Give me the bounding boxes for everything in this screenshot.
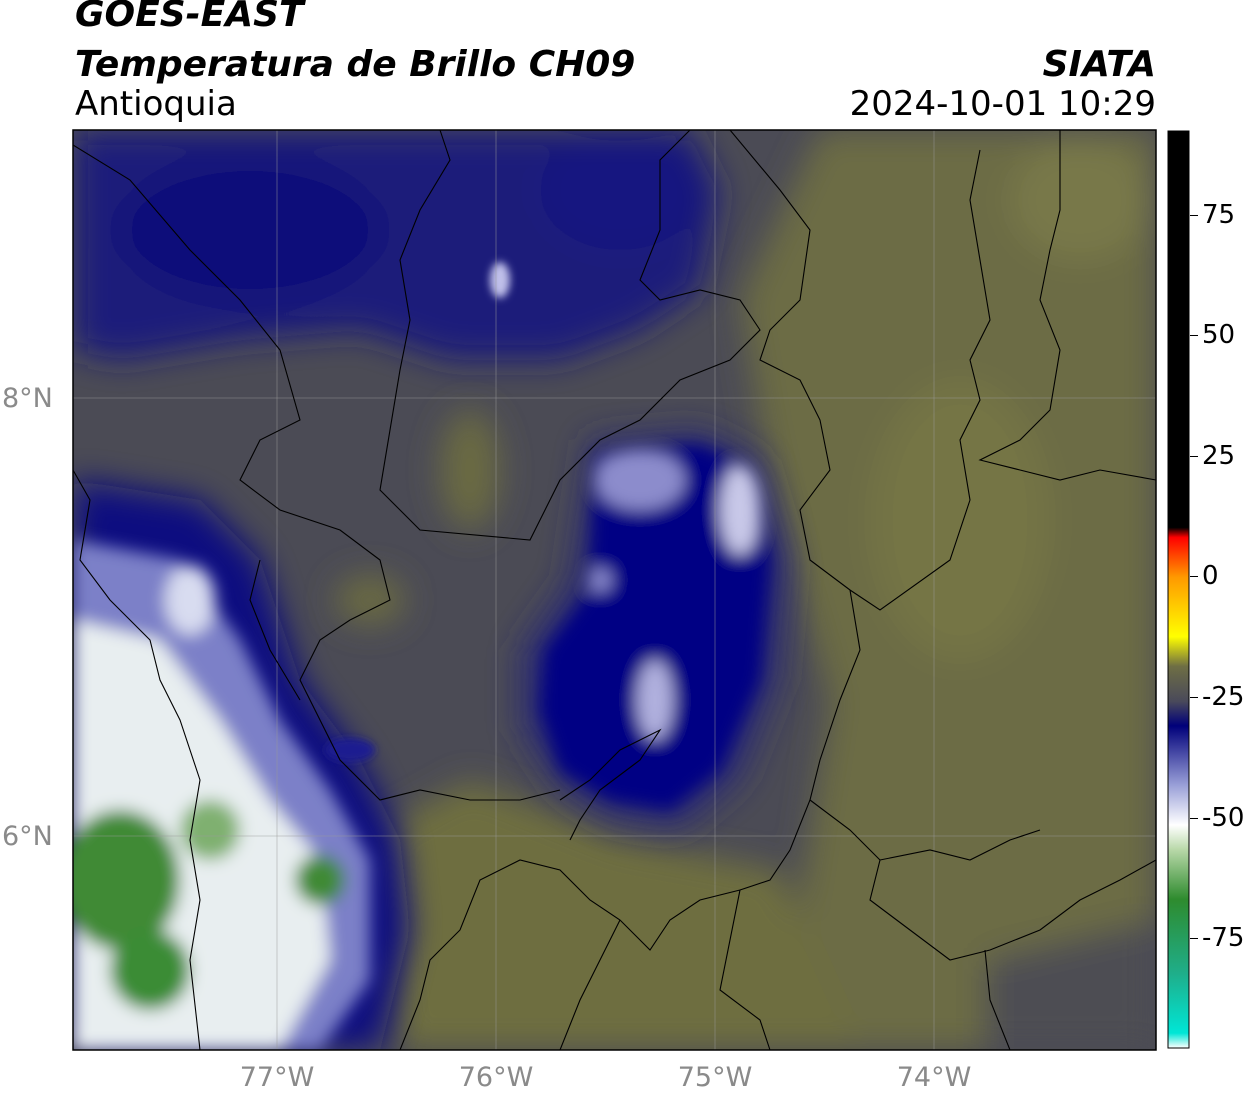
colorbar-tick-50: 50 xyxy=(1202,320,1236,350)
colorbar-tick-mark xyxy=(1190,818,1198,819)
colorbar-tick-mark xyxy=(1190,215,1198,216)
lat-tick-8n: 8°N xyxy=(2,383,53,414)
brightness-temperature-field xyxy=(73,130,1156,1050)
colorbar-tick-mark xyxy=(1190,938,1198,939)
colorbar-tick-0: 0 xyxy=(1202,561,1219,591)
admin-borders xyxy=(73,130,1156,1050)
lon-tick-74w: 74°W xyxy=(896,1062,972,1093)
product-title: Temperatura de Brillo CH09 xyxy=(75,44,636,85)
colorbar xyxy=(1167,130,1190,1049)
agency-label: SIATA xyxy=(1042,44,1156,85)
datetime-label: 2024-10-01 10:29 xyxy=(849,84,1156,124)
colorbar-tick-minus75: -75 xyxy=(1202,923,1245,953)
lon-tick-76w: 76°W xyxy=(458,1062,534,1093)
colorbar-tick-minus50: -50 xyxy=(1202,803,1245,833)
colorbar-tick-minus25: -25 xyxy=(1202,682,1245,712)
colorbar-tick-mark xyxy=(1190,456,1198,457)
colorbar-tick-25: 25 xyxy=(1202,441,1236,471)
colorbar-tick-75: 75 xyxy=(1202,200,1236,230)
colorbar-tick-mark xyxy=(1190,697,1198,698)
colorbar-tick-mark xyxy=(1190,576,1198,577)
satellite-title: GOES-EAST xyxy=(75,0,304,35)
lat-tick-6n: 6°N xyxy=(2,821,53,852)
region-label: Antioquia xyxy=(75,84,237,124)
colorbar-tick-mark xyxy=(1190,335,1198,336)
lon-tick-75w: 75°W xyxy=(677,1062,753,1093)
lon-tick-77w: 77°W xyxy=(239,1062,315,1093)
